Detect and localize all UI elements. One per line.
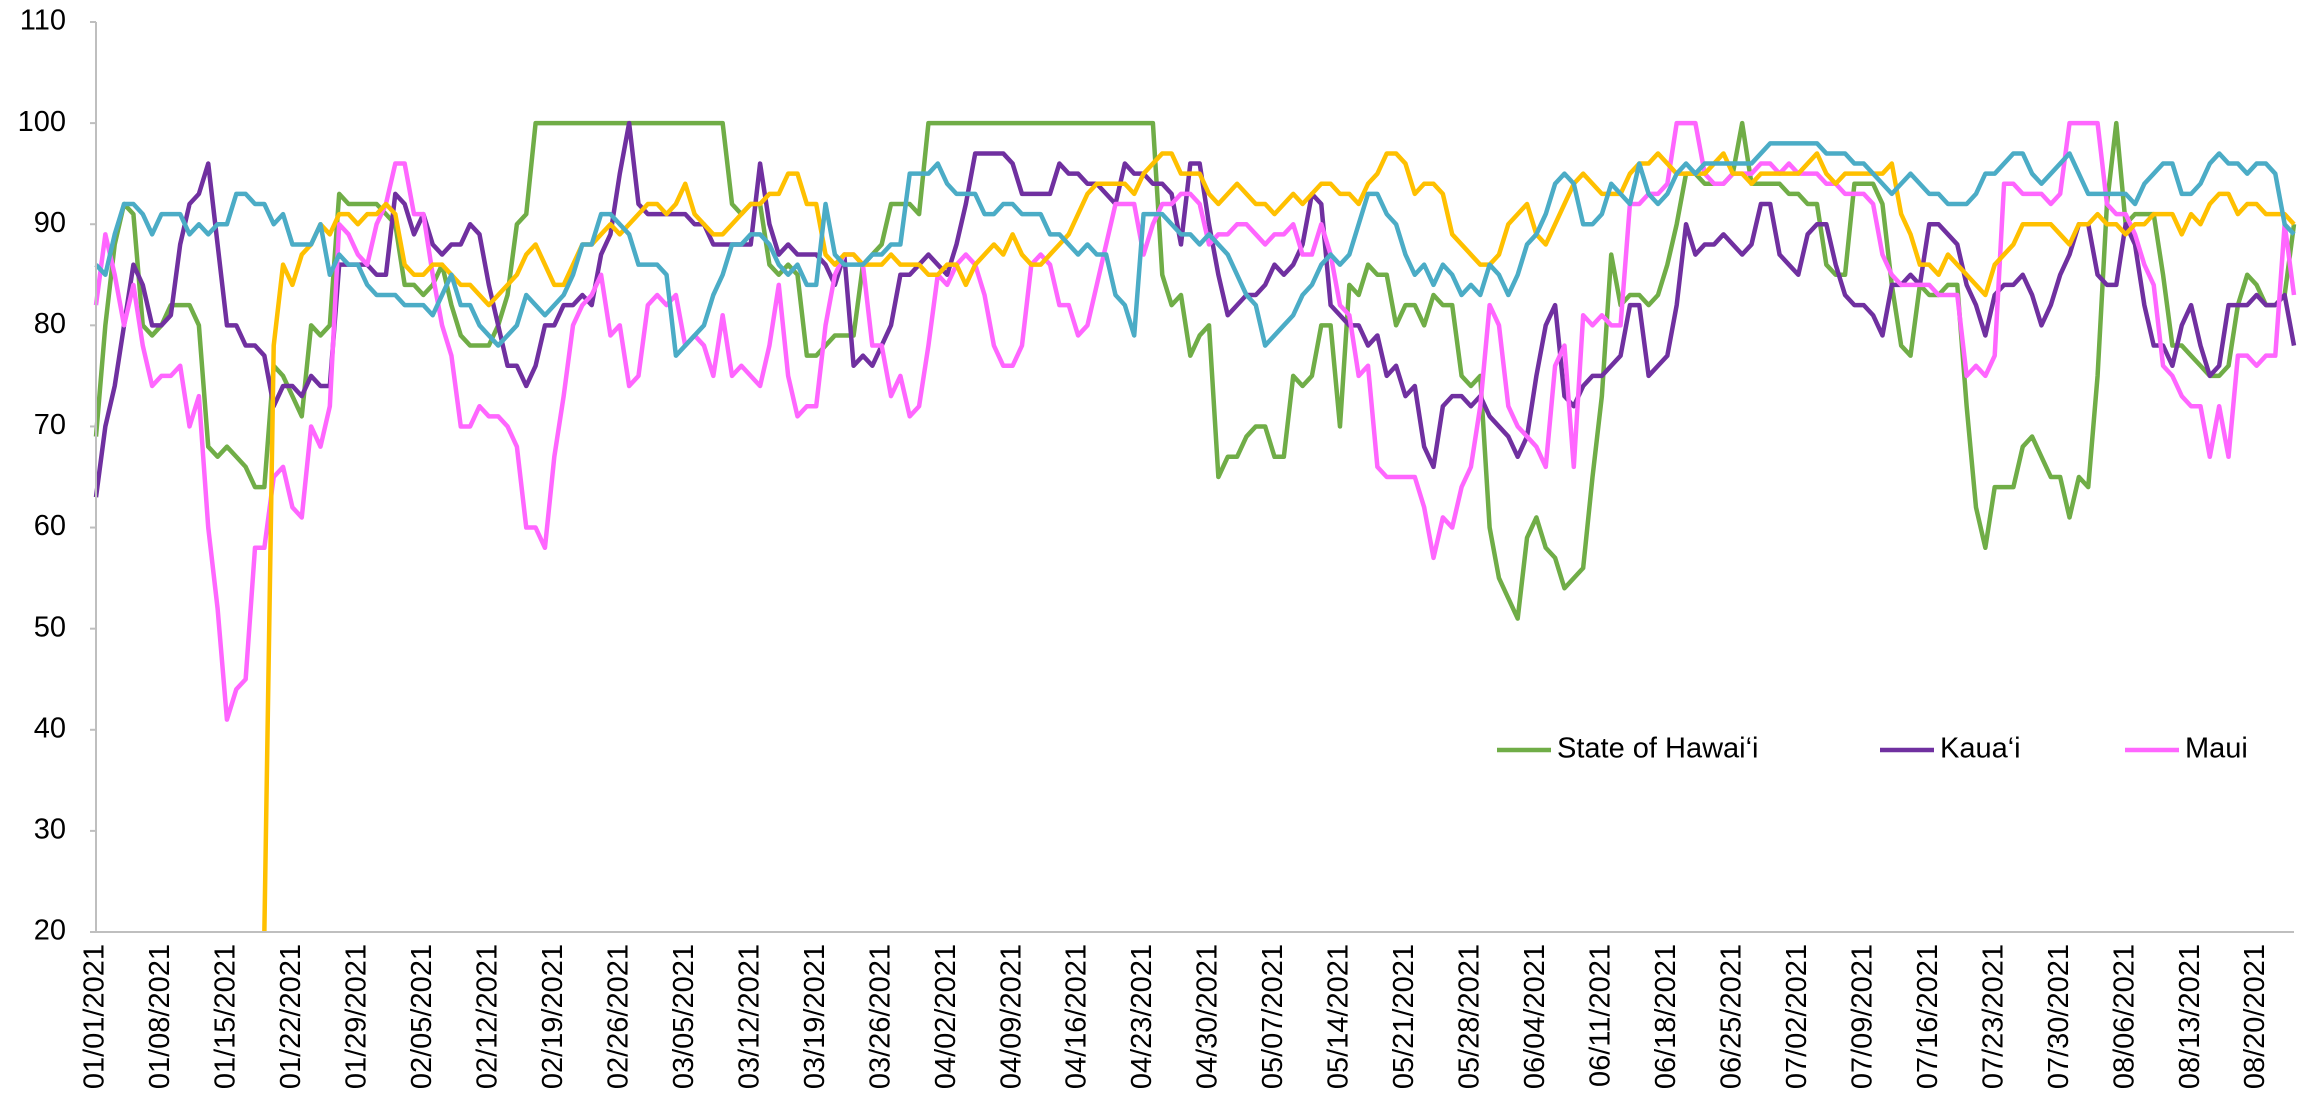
x-tick-label: 08/06/2021 xyxy=(2108,944,2140,1089)
x-tick-label: 08/13/2021 xyxy=(2174,944,2206,1089)
x-tick-label: 05/14/2021 xyxy=(1323,944,1355,1089)
x-tick-label: 06/11/2021 xyxy=(1585,944,1617,1087)
legend-label: Maui xyxy=(2185,733,2248,765)
x-tick-label: 01/08/2021 xyxy=(144,944,176,1089)
x-tick-label: 04/09/2021 xyxy=(995,944,1027,1089)
y-tick-label: 110 xyxy=(20,5,66,37)
x-tick-label: 06/04/2021 xyxy=(1519,944,1551,1089)
x-tick-label: 07/30/2021 xyxy=(2043,944,2075,1089)
x-tick-label: 07/23/2021 xyxy=(1977,944,2009,1089)
y-tick-label: 20 xyxy=(34,915,66,947)
x-tick-label: 05/28/2021 xyxy=(1454,944,1486,1089)
x-tick-label: 08/20/2021 xyxy=(2239,944,2271,1089)
x-tick-label: 03/19/2021 xyxy=(799,944,831,1089)
x-tick-label: 04/16/2021 xyxy=(1061,944,1093,1089)
x-tick-label: 02/19/2021 xyxy=(537,944,569,1089)
legend-label: State of Hawai‘i xyxy=(1557,733,1759,765)
x-tick-label: 02/12/2021 xyxy=(471,944,503,1089)
x-tick-label: 03/26/2021 xyxy=(864,944,896,1089)
series-line xyxy=(94,141,2296,358)
x-tick-label: 04/02/2021 xyxy=(930,944,962,1089)
x-tick-label: 07/02/2021 xyxy=(1781,944,1813,1089)
y-tick-label: 30 xyxy=(34,814,66,846)
x-tick-label: 07/09/2021 xyxy=(1846,944,1878,1089)
series-line xyxy=(93,120,2297,621)
y-tick-label: 60 xyxy=(34,510,66,542)
y-tick-label: 50 xyxy=(34,611,66,643)
x-tick-label: 01/22/2021 xyxy=(275,944,307,1089)
y-tick-label: 100 xyxy=(18,106,66,138)
x-tick-label: 05/07/2021 xyxy=(1257,944,1289,1089)
plot-area xyxy=(93,120,2297,933)
x-tick-label: 03/05/2021 xyxy=(668,944,700,1089)
y-tick-label: 40 xyxy=(34,712,66,744)
x-tick-label: 02/05/2021 xyxy=(406,944,438,1089)
series-line xyxy=(93,120,2297,722)
x-tick-label: 06/25/2021 xyxy=(1715,944,1747,1089)
y-tick-label: 90 xyxy=(34,207,66,239)
x-tick-label: 01/29/2021 xyxy=(341,944,373,1089)
legend-label: Kaua‘i xyxy=(1940,733,2021,765)
x-tick-label: 03/12/2021 xyxy=(733,944,765,1089)
x-tick-label: 06/18/2021 xyxy=(1650,944,1682,1089)
x-tick-label: 04/30/2021 xyxy=(1192,944,1224,1089)
x-tick-label: 04/23/2021 xyxy=(1126,944,1158,1089)
x-tick-label: 01/15/2021 xyxy=(210,944,242,1089)
y-tick-label: 70 xyxy=(34,409,66,441)
y-tick-label: 80 xyxy=(34,308,66,340)
series-line xyxy=(93,120,2297,498)
x-tick-label: 07/16/2021 xyxy=(1912,944,1944,1089)
x-tick-label: 05/21/2021 xyxy=(1388,944,1420,1089)
x-tick-label: 02/26/2021 xyxy=(602,944,634,1089)
x-tick-label: 01/01/2021 xyxy=(79,944,111,1089)
series-line xyxy=(262,151,2296,933)
